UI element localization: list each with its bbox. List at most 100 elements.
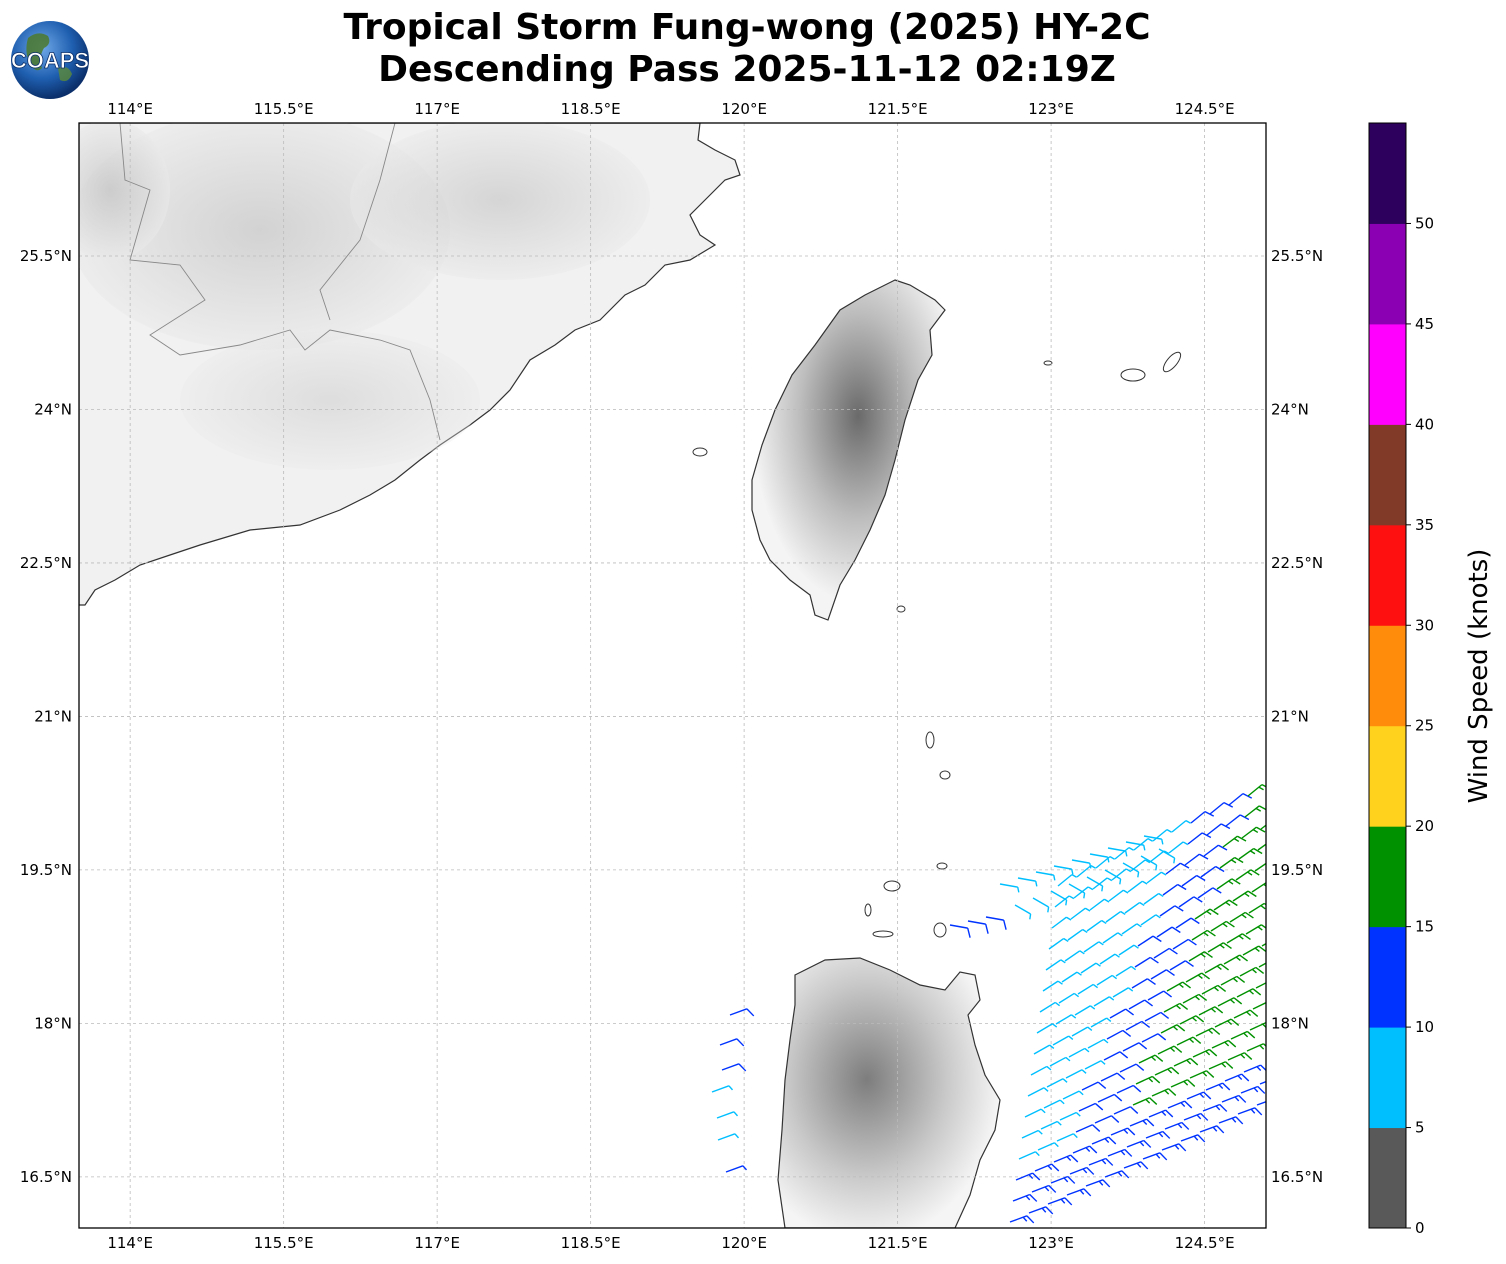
colorbar-tick-label: 45 — [1415, 315, 1434, 333]
wind-barb — [1145, 1130, 1171, 1139]
wind-barb — [1168, 841, 1189, 854]
wind-barb — [1069, 1166, 1095, 1175]
wind-barb — [1122, 862, 1140, 878]
wind-barb — [1055, 1014, 1077, 1025]
wind-barb — [1049, 1056, 1071, 1067]
wind-barb — [1227, 1052, 1253, 1061]
wind-barb — [1018, 1151, 1040, 1160]
wind-barb — [1070, 907, 1091, 920]
wind-barb — [1125, 1020, 1151, 1031]
wind-barb — [1045, 959, 1066, 971]
wind-barb — [1154, 1066, 1180, 1076]
lon-tick-label: 121.5°E — [868, 100, 928, 118]
wind-barb — [1161, 1143, 1187, 1152]
lon-tick-label: 117°E — [414, 100, 460, 118]
wind-barb — [1171, 820, 1191, 833]
wind-barb — [1254, 860, 1266, 872]
wind-barb — [1152, 829, 1172, 842]
wind-barb — [1170, 1079, 1196, 1088]
lon-tick-label: 118.5°E — [561, 1234, 621, 1252]
wind-barb — [1180, 1134, 1206, 1143]
colorbar-tick-label: 50 — [1415, 214, 1434, 232]
wind-barb — [1164, 1121, 1190, 1130]
wind-barb — [1089, 853, 1110, 863]
wind-barb — [1192, 1048, 1218, 1058]
wind-barb — [1056, 1133, 1078, 1142]
wind-barb — [1119, 1063, 1145, 1073]
wind-barb — [1230, 1030, 1256, 1040]
wind-barb — [1135, 1075, 1161, 1085]
wind-barb — [1228, 792, 1253, 806]
wind-barb — [1097, 1093, 1123, 1103]
wind-barb — [1089, 898, 1110, 911]
lat-tick-label: 25.5°N — [1271, 247, 1323, 265]
wind-barb — [1094, 1115, 1120, 1124]
wind-barb — [1138, 1054, 1164, 1064]
wind-barb — [1260, 817, 1266, 830]
wind-barb — [1197, 887, 1222, 899]
colorbar-tick-label: 30 — [1415, 616, 1434, 634]
wind-barb — [1184, 853, 1209, 866]
wind-barb — [1043, 1099, 1065, 1109]
wind-barb — [1183, 1112, 1209, 1121]
wind-barb — [1053, 1154, 1079, 1163]
lat-tick-label: 21°N — [1271, 707, 1309, 725]
wind-barbs — [711, 783, 1266, 1224]
graticule — [79, 123, 1266, 1228]
lat-tick-label: 18°N — [1271, 1014, 1309, 1032]
lat-tick-label: 19.5°N — [20, 861, 72, 879]
wind-barb — [1195, 1027, 1221, 1037]
wind-barb — [1076, 865, 1096, 878]
wind-barb — [1074, 1005, 1096, 1016]
wind-barb — [1137, 935, 1162, 947]
wind-barb — [1085, 1179, 1111, 1188]
wind-barb — [1261, 936, 1266, 947]
wind-barb — [1223, 954, 1248, 965]
wind-barb — [1142, 1152, 1168, 1161]
colorbar-segment — [1369, 424, 1406, 526]
wind-barb — [1258, 957, 1266, 968]
colorbar-tick-label: 5 — [1415, 1119, 1425, 1137]
lat-tick-label: 24°N — [1271, 400, 1309, 418]
wind-barb — [1080, 962, 1101, 974]
wind-barb — [1147, 990, 1172, 1001]
lon-tick-label: 121.5°E — [868, 1234, 928, 1252]
wind-barb — [1125, 841, 1146, 851]
colorbar-tick-label: 0 — [1415, 1219, 1425, 1237]
wind-barb — [1232, 890, 1257, 902]
taiwan-land — [751, 279, 946, 621]
wind-barb — [1096, 974, 1118, 986]
wind-barb — [1134, 956, 1159, 968]
wind-barb — [1224, 1073, 1250, 1082]
colorbar-segment — [1369, 323, 1406, 425]
lon-tick-label: 124.5°E — [1175, 1234, 1235, 1252]
wind-barb — [1222, 835, 1247, 848]
wind-barb — [1162, 883, 1187, 896]
wind-barb — [1112, 987, 1134, 998]
wind-barb — [1115, 965, 1137, 977]
wind-barb — [1141, 1033, 1167, 1043]
wind-barb — [1159, 905, 1184, 917]
wind-barb — [1087, 1038, 1109, 1049]
lat-tick-label: 16.5°N — [1271, 1168, 1323, 1186]
wind-barb — [1111, 868, 1132, 881]
lat-tick-label: 22.5°N — [1271, 554, 1323, 572]
colorbar-tick-label: 20 — [1415, 817, 1434, 835]
wind-barb — [1188, 951, 1213, 962]
wind-barb — [1030, 1065, 1052, 1076]
wind-barb — [1047, 1197, 1073, 1206]
wind-barb — [1198, 1006, 1224, 1016]
lon-tick-label: 124.5°E — [1175, 100, 1235, 118]
wind-barb — [1100, 1072, 1126, 1082]
wind-barb — [1216, 878, 1241, 890]
wind-barb — [725, 1165, 748, 1173]
wind-barb — [1243, 1064, 1266, 1073]
wind-barb — [1105, 910, 1126, 923]
wind-barb — [1103, 1051, 1129, 1061]
wind-barb — [1057, 874, 1077, 887]
wind-barb — [1131, 978, 1156, 989]
lon-tick-label: 118.5°E — [561, 100, 621, 118]
wind-barb — [1165, 862, 1190, 875]
wind-barb — [1237, 1107, 1263, 1116]
wind-barb — [1148, 1109, 1174, 1118]
